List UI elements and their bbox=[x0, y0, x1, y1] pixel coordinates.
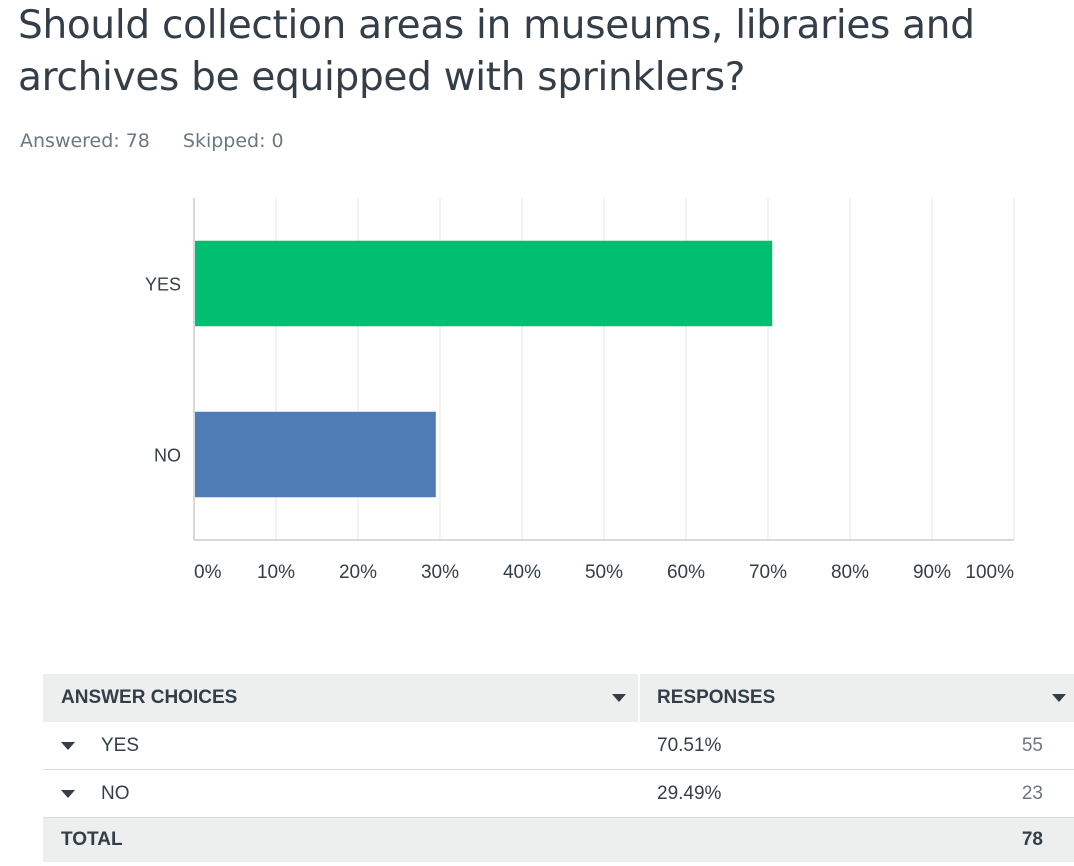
skipped-stat: Skipped: 0 bbox=[183, 130, 284, 152]
answered-value: 78 bbox=[125, 130, 150, 152]
bar-chart: 0% 10% 20% 30% 40% 50% 60% 70% 80% 90% 100% YES NO bbox=[145, 198, 1015, 583]
table-row: NO 29.49% 23 bbox=[43, 770, 1074, 818]
x-tick-label: 80% bbox=[831, 562, 869, 583]
x-tick-label: 20% bbox=[339, 562, 377, 583]
sort-caret-down-icon[interactable] bbox=[1052, 694, 1066, 702]
answer-choice-cell: NO bbox=[43, 783, 640, 805]
x-tick-label: 30% bbox=[421, 562, 459, 583]
sort-caret-down-icon[interactable] bbox=[612, 694, 626, 702]
bar bbox=[195, 411, 436, 498]
answer-choice-label: NO bbox=[101, 782, 130, 804]
answer-choices-header[interactable]: ANSWER CHOICES bbox=[43, 674, 640, 722]
response-count: 23 bbox=[1021, 782, 1043, 804]
answer-choice-label: YES bbox=[101, 734, 140, 756]
table-header: ANSWER CHOICES RESPONSES bbox=[43, 674, 1074, 722]
response-percent: 70.51% bbox=[657, 734, 722, 756]
answered-stat: Answered: 78 bbox=[20, 130, 150, 152]
responses-header[interactable]: RESPONSES bbox=[640, 674, 1074, 722]
category-label: YES bbox=[145, 275, 181, 295]
category-label: NO bbox=[154, 446, 181, 466]
response-count: 55 bbox=[1021, 734, 1043, 756]
x-tick-label: 90% bbox=[913, 562, 951, 583]
question-title: Should collection areas in museums, libr… bbox=[18, 3, 975, 100]
x-tick-label: 40% bbox=[503, 562, 541, 583]
response-percent: 29.49% bbox=[657, 782, 722, 804]
answer-choices-header-label: ANSWER CHOICES bbox=[61, 687, 238, 708]
expand-caret-down-icon[interactable] bbox=[61, 789, 75, 798]
results-table: ANSWER CHOICES RESPONSES YES 70.51% 55 N… bbox=[43, 674, 1074, 862]
x-tick-label: 70% bbox=[749, 562, 787, 583]
total-count: 78 bbox=[1021, 829, 1043, 850]
skipped-value: 0 bbox=[271, 130, 284, 152]
x-tick-label: 10% bbox=[257, 562, 295, 583]
expand-caret-down-icon[interactable] bbox=[61, 741, 75, 750]
answer-choice-cell: YES bbox=[43, 735, 640, 757]
total-row: TOTAL 78 bbox=[43, 818, 1074, 862]
total-label: TOTAL bbox=[61, 829, 123, 850]
skipped-label: Skipped: bbox=[182, 130, 266, 152]
bar bbox=[195, 240, 773, 327]
table-row: YES 70.51% 55 bbox=[43, 722, 1074, 770]
x-tick-label: 100% bbox=[965, 562, 1014, 583]
responses-header-label: RESPONSES bbox=[657, 687, 776, 708]
x-tick-label: 0% bbox=[194, 562, 222, 583]
answered-label: Answered: bbox=[20, 130, 120, 152]
x-tick-label: 50% bbox=[585, 562, 623, 583]
response-summary: Answered: 78 Skipped: 0 bbox=[20, 130, 284, 152]
x-tick-label: 60% bbox=[667, 562, 705, 583]
